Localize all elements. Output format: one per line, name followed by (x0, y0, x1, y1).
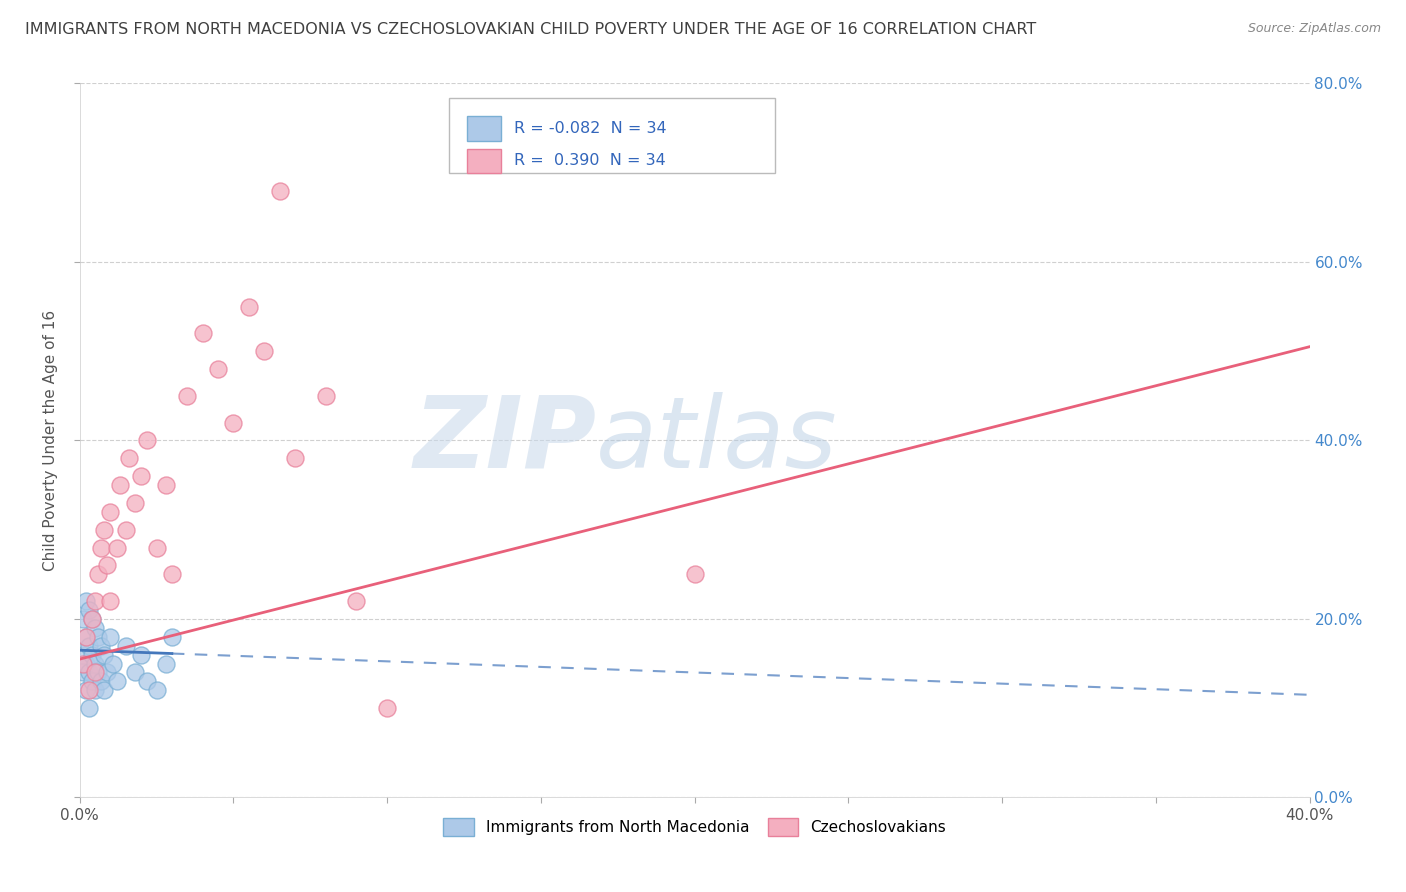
Point (84, 621, 107, 635)
Point (77, 683, 100, 698)
Point (105, 541, 128, 555)
FancyBboxPatch shape (467, 148, 502, 173)
Point (84, 657, 107, 671)
Point (87, 630, 110, 644)
Point (72, 612, 94, 626)
Point (90, 541, 112, 555)
Point (108, 478, 131, 492)
Point (80, 674, 103, 689)
Point (100, 505, 122, 519)
Point (105, 674, 128, 689)
Point (136, 674, 159, 689)
Point (96, 558, 118, 573)
Point (96, 665, 118, 680)
Point (100, 630, 122, 644)
Point (75, 683, 97, 698)
Point (90, 674, 112, 689)
Point (145, 541, 167, 555)
Point (683, 567, 706, 582)
Point (80, 612, 103, 626)
Point (160, 567, 183, 582)
Point (75, 594, 97, 608)
Point (155, 657, 177, 671)
Point (84, 665, 107, 680)
Point (284, 451, 307, 466)
Point (93, 648, 115, 662)
Legend: Immigrants from North Macedonia, Czechoslovakians: Immigrants from North Macedonia, Czechos… (436, 811, 953, 843)
Point (176, 389, 198, 403)
Point (90, 639, 112, 653)
Point (124, 665, 146, 680)
Text: Source: ZipAtlas.com: Source: ZipAtlas.com (1247, 22, 1381, 36)
Point (103, 657, 125, 671)
Text: R =  0.390  N = 34: R = 0.390 N = 34 (513, 153, 665, 168)
Point (93, 523, 115, 537)
Text: atlas: atlas (596, 392, 838, 489)
Point (191, 326, 214, 341)
Text: ZIP: ZIP (413, 392, 596, 489)
Point (93, 683, 115, 698)
Point (80, 648, 103, 662)
FancyBboxPatch shape (449, 98, 775, 173)
Point (72, 657, 94, 671)
Point (136, 434, 159, 448)
Point (344, 594, 367, 608)
Point (118, 451, 141, 466)
Point (75, 657, 97, 671)
Point (77, 639, 100, 653)
Point (222, 416, 245, 430)
Point (155, 478, 177, 492)
FancyBboxPatch shape (467, 116, 502, 141)
Point (114, 639, 136, 653)
Point (77, 603, 100, 617)
Point (129, 469, 152, 483)
Text: IMMIGRANTS FROM NORTH MACEDONIA VS CZECHOSLOVAKIAN CHILD POVERTY UNDER THE AGE O: IMMIGRANTS FROM NORTH MACEDONIA VS CZECH… (25, 22, 1036, 37)
Point (375, 701, 398, 715)
Point (253, 344, 276, 359)
Point (77, 701, 100, 715)
Point (315, 389, 337, 403)
Point (77, 665, 100, 680)
Point (207, 362, 229, 376)
Point (75, 630, 97, 644)
Point (75, 630, 97, 644)
Text: R = -0.082  N = 34: R = -0.082 N = 34 (513, 121, 666, 136)
Point (84, 683, 107, 698)
Point (87, 665, 110, 680)
Point (269, 184, 291, 198)
Point (114, 523, 136, 537)
Point (160, 630, 183, 644)
Point (129, 648, 152, 662)
Point (84, 594, 107, 608)
Y-axis label: Child Poverty Under the Age of 16: Child Poverty Under the Age of 16 (44, 310, 58, 571)
Point (124, 496, 146, 510)
Point (80, 612, 103, 626)
Point (72, 665, 94, 680)
Point (100, 594, 122, 608)
Point (87, 567, 110, 582)
Point (238, 300, 260, 314)
Point (145, 683, 167, 698)
Point (72, 648, 94, 662)
